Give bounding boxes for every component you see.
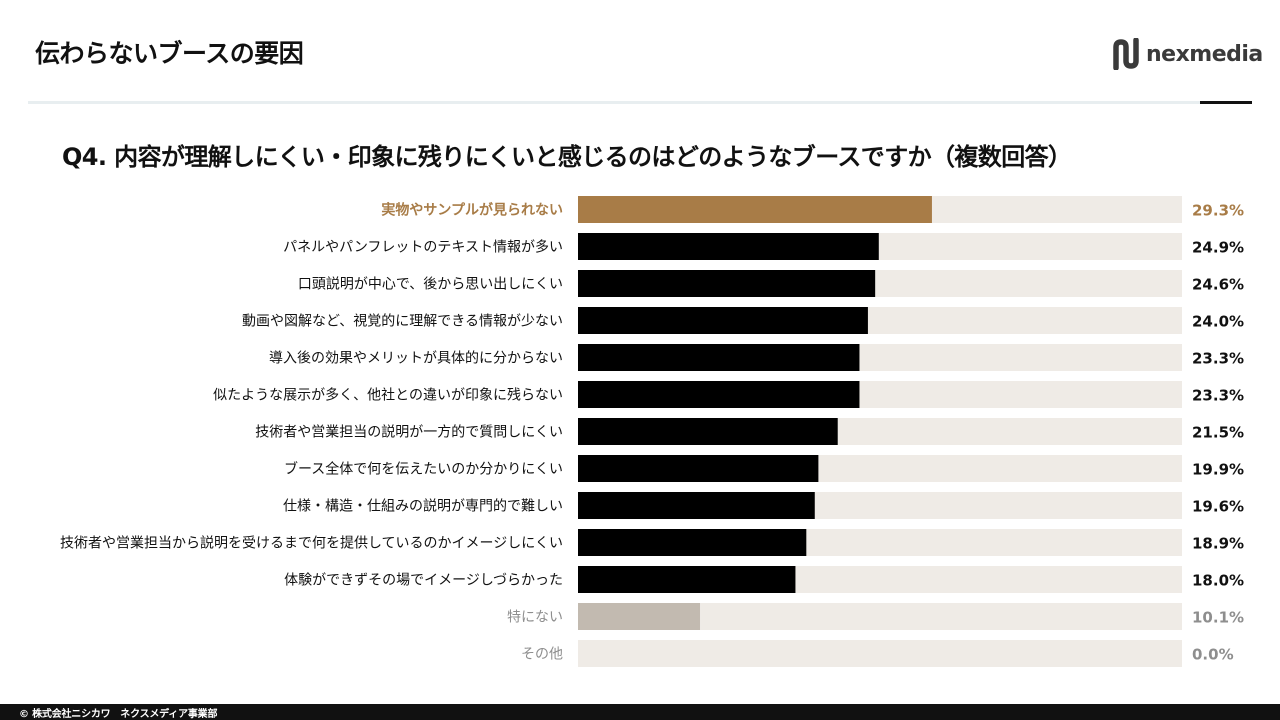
category-label: 特にない [507,610,563,626]
value-label: 19.9% [1192,461,1244,479]
bar [578,307,868,334]
category-label: ブース全体で何を伝えたいのか分かりにくい [284,461,563,478]
value-label: 29.3% [1192,202,1244,220]
value-label: 24.6% [1192,276,1244,294]
header-divider-accent [1200,101,1252,104]
bar [578,529,807,556]
header-divider [28,101,1200,104]
category-label: 技術者や営業担当から説明を受けるまで何を提供しているのかイメージしにくい [60,536,563,552]
nexmedia-logo-icon [1113,38,1139,70]
copyright-text: © 株式会社ニシカワ ネクスメディア事業部 [19,709,218,720]
category-label: パネルやパンフレットのテキスト情報が多い [283,239,563,256]
category-label: 似たような展示が多く、他社との違いが印象に残らない [213,387,563,404]
bar [578,344,860,371]
category-label: 体験ができずその場でイメージしづらかった [284,573,563,589]
value-label: 23.3% [1192,387,1244,405]
bar [578,196,932,223]
logo-text: nexmedia [1146,41,1263,67]
slide-title: 伝わらないブースの要因 [35,39,304,68]
value-label: 0.0% [1192,646,1234,664]
value-label: 21.5% [1192,424,1244,442]
value-label: 18.0% [1192,572,1244,590]
category-label: 口頭説明が中心で、後から思い出しにくい [298,277,563,293]
category-label: 動画や図解など、視覚的に理解できる情報が少ない [242,314,563,330]
category-label: 実物やサンプルが見られない [381,202,563,219]
category-label: 導入後の効果やメリットが具体的に分からない [269,351,563,367]
value-label: 23.3% [1192,350,1244,368]
brand-logo: nexmedia [1112,38,1263,70]
question-title: Q4. 内容が理解しにくい・印象に残りにくいと感じるのはどのようなブースですか（… [62,143,1072,171]
value-label: 10.1% [1192,609,1244,627]
bar [578,566,796,593]
bar [578,418,838,445]
value-label: 18.9% [1192,535,1244,553]
footer-bar: © 株式会社ニシカワ ネクスメディア事業部 [0,704,1280,720]
value-label: 19.6% [1192,498,1244,516]
category-label: その他 [521,647,563,663]
bar [578,233,879,260]
bar [578,603,701,630]
bar [578,270,876,297]
category-label: 仕様・構造・仕組みの説明が専門的で難しい [283,499,563,515]
value-label: 24.9% [1192,239,1244,257]
bar-track [578,640,1182,667]
bar [578,455,819,482]
value-label: 24.0% [1192,313,1244,331]
bar [578,492,815,519]
bar [578,381,860,408]
category-label: 技術者や営業担当の説明が一方的で質問しにくい [255,425,563,441]
